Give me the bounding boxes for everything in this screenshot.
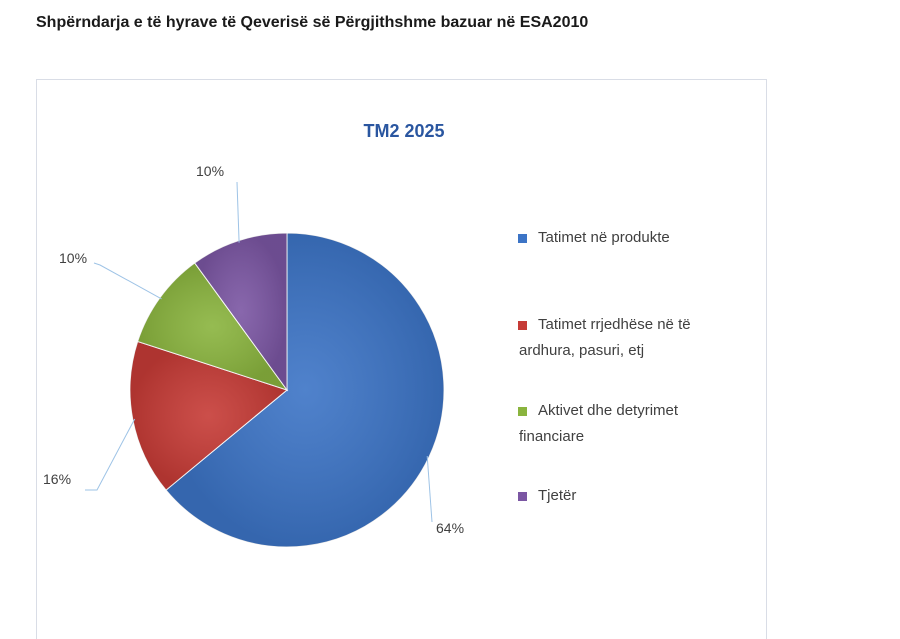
leader-line-tjeter: [236, 181, 240, 243]
data-label-tatimet-ne-produkte: 64%: [436, 520, 464, 536]
legend-label-tjeter: Tjetër: [538, 487, 576, 504]
legend-swatch-aktivet-financiare: [518, 407, 527, 416]
leader-lines: [85, 181, 433, 523]
data-label-tatimet-rrjedhese: 16%: [43, 471, 71, 487]
data-label-tjeter: 10%: [196, 163, 224, 179]
legend-label-tatimet-rrjedhese: ardhura, pasuri, etj: [519, 342, 644, 359]
legend-swatch-tjeter: [518, 492, 527, 501]
legend: Tatimet në produkte Tatimet rrjedhëse në …: [518, 229, 691, 504]
legend-label-tatimet-ne-produkte: Tatimet në produkte: [538, 229, 670, 246]
pie-slice-shade: [194, 233, 287, 390]
chart-frame: [36, 79, 767, 639]
legend-label-aktivet-financiare: Aktivet dhe detyrimet: [538, 402, 679, 419]
legend-swatch-tatimet-ne-produkte: [518, 234, 527, 243]
legend-swatch-tatimet-rrjedhese: [518, 321, 527, 330]
legend-label-aktivet-financiare: financiare: [519, 428, 584, 445]
leader-line-tatimet-ne-produkte: [426, 455, 433, 523]
pie-chart: TM2 2025 64% 16% 10% 10% Tatimet në produkt…: [43, 121, 691, 548]
pie-slice-shade: [137, 262, 287, 390]
page-title: Shpërndarja e të hyrave të Qeverisë së P…: [36, 14, 589, 31]
pie-slices: [129, 232, 445, 548]
leader-line-aktivet-financiare: [93, 262, 162, 300]
data-label-aktivet-financiare: 10%: [59, 250, 87, 266]
chart-title: TM2 2025: [363, 121, 444, 141]
leader-line-tatimet-rrjedhese: [85, 418, 136, 491]
pie-slice-shade: [129, 341, 287, 491]
data-labels: 64% 16% 10% 10%: [43, 163, 464, 536]
pie-slice-shade: [166, 233, 444, 547]
legend-label-tatimet-rrjedhese: Tatimet rrjedhëse në të: [538, 316, 691, 333]
